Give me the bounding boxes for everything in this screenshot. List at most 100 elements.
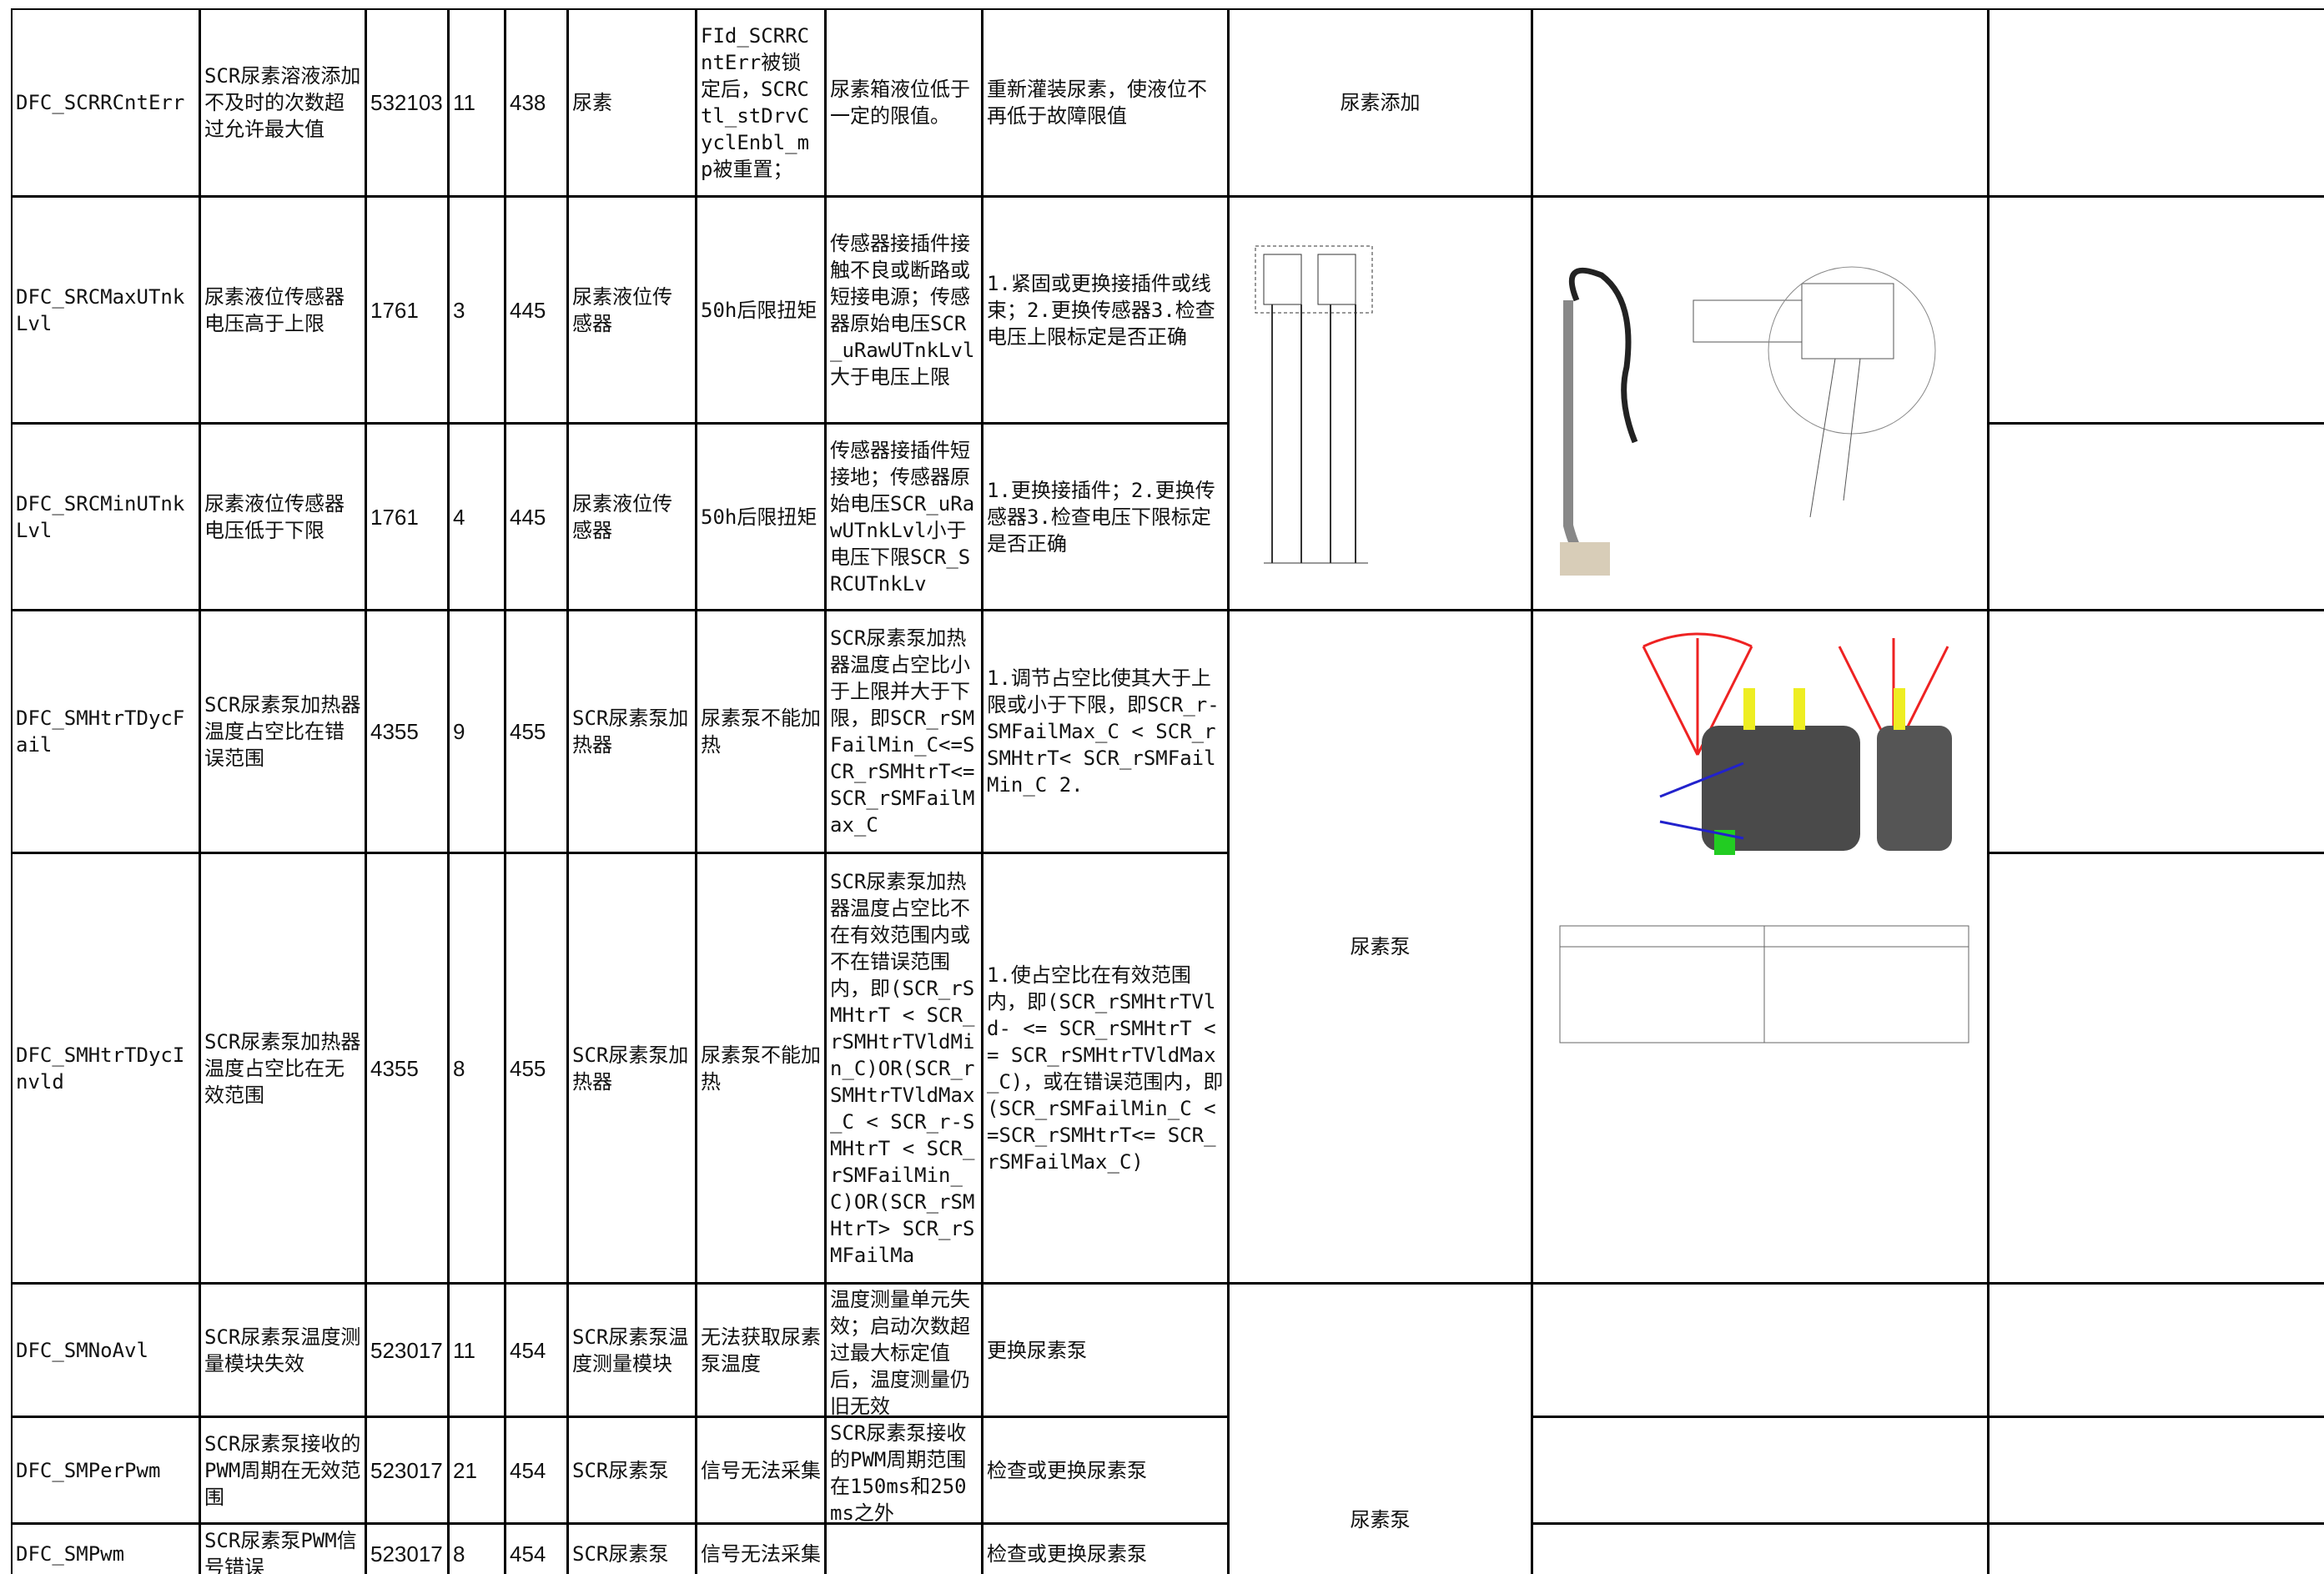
remedy: 检查或更换尿素泵: [982, 1523, 1229, 1574]
remedy: 重新灌装尿素，使液位不再低于故障限值: [982, 8, 1229, 197]
blank-cell: [1988, 196, 2324, 424]
spn: 523017: [365, 1523, 449, 1574]
sensor-diagram: [1228, 196, 1532, 611]
cell-text: 尿素液位传感器: [572, 491, 672, 542]
blank-cell: [1988, 8, 2324, 197]
effect: 无法获取尿素泵温度: [696, 1283, 826, 1417]
code: 454: [505, 1523, 568, 1574]
fault-code: DFC_SMNoAvl: [11, 1283, 200, 1417]
cell-text: 温度测量单元失效；启动次数超过最大标定值后，温度测量仍旧无效: [830, 1288, 970, 1417]
blank-cell: [1988, 1416, 2324, 1524]
description: SCR尿素泵温度测量模块失效: [199, 1283, 366, 1417]
cell-text: 尿素泵不能加热: [701, 1043, 821, 1094]
cell-text: 尿素泵不能加热: [701, 707, 821, 757]
cell-text: 1761: [370, 504, 419, 530]
effect: FId_SCRRCntErr被锁定后，SCRCtl_stDrvCyclEnbl_…: [696, 8, 826, 197]
component: 尿素液位传感器: [567, 196, 697, 424]
fault-code: DFC_SRCMinUTnkLvl: [11, 423, 200, 611]
cell-text: 9: [453, 719, 465, 744]
system: 尿素添加: [1228, 8, 1532, 197]
cell-text: SCR尿素泵加热器: [572, 707, 689, 757]
component: 尿素: [567, 8, 697, 197]
cell-text: 8: [453, 1541, 465, 1566]
cell-text: 11: [453, 90, 475, 115]
fmi: 11: [448, 1283, 506, 1417]
cause: SCR尿素泵加热器温度占空比小于上限并大于下限，即SCR_rSMFailMin_…: [825, 610, 983, 853]
cell-text: SCR尿素溶液添加不及时的次数超过允许最大值: [204, 64, 361, 141]
cell-text: DFC_SCRRCntErr: [16, 91, 185, 114]
component: 尿素液位传感器: [567, 423, 697, 611]
cell-text: 尿素液位传感器: [572, 284, 672, 335]
fmi: 9: [448, 610, 506, 853]
cell-text: 尿素添加: [1340, 91, 1421, 114]
fmi: 3: [448, 196, 506, 424]
cell-text: 重新灌装尿素，使液位不再低于故障限值: [987, 78, 1207, 128]
system: 尿素泵: [1228, 1283, 1532, 1574]
component: SCR尿素泵加热器: [567, 852, 697, 1284]
component: SCR尿素泵温度测量模块: [567, 1283, 697, 1417]
sensor-image: [1560, 266, 1936, 576]
cell-text: DFC_SMHtrTDycInvld: [16, 1043, 185, 1094]
blank-cell: [1988, 1523, 2324, 1574]
cell-text: 尿素液位传感器电压高于上限: [204, 284, 345, 335]
cause: SCR尿素泵加热器温度占空比不在有效范围内或不在错误范围内，即(SCR_rSMH…: [825, 852, 983, 1284]
cell-text: 1.调节占空比使其大于上限或小于下限，即SCR_r-SMFailMax_C < …: [987, 666, 1220, 797]
code: 445: [505, 423, 568, 611]
cell-text: 更换尿素泵: [987, 1338, 1087, 1362]
cell-text: 传感器接插件短接地；传感器原始电压SCR_uRawUTnkLvl小于电压下限SC…: [830, 438, 975, 596]
cell-text: 454: [510, 1337, 546, 1363]
cell-text: DFC_SMPwm: [16, 1542, 125, 1566]
pump-image: [1559, 632, 1969, 1043]
system: 尿素泵: [1228, 610, 1532, 1284]
cell-text: 445: [510, 297, 546, 323]
remedy: 1.调节占空比使其大于上限或小于下限，即SCR_r-SMFailMax_C < …: [982, 610, 1229, 853]
cell-text: 21: [453, 1457, 477, 1483]
cause: 传感器接插件短接地；传感器原始电压SCR_uRawUTnkLvl小于电压下限SC…: [825, 423, 983, 611]
cell-text: SCR尿素泵PWM信号错误: [204, 1529, 357, 1574]
cell-text: SCR尿素泵: [572, 1458, 669, 1482]
spn: 4355: [365, 852, 449, 1284]
cell-text: 454: [510, 1457, 546, 1483]
cell-text: SCR尿素泵加热器温度占空比在错误范围: [204, 693, 361, 770]
cell-text: SCR尿素泵加热器温度占空比小于上限并大于下限，即SCR_rSMFailMin_…: [830, 626, 975, 837]
cell-text: 4355: [370, 719, 419, 744]
fault-code: DFC_SMHtrTDycInvld: [11, 852, 200, 1284]
effect: 信号无法采集: [696, 1416, 826, 1524]
description: SCR尿素泵加热器温度占空比在无效范围: [199, 852, 366, 1284]
cell-text: 11: [453, 1337, 475, 1363]
cell-text: 523017: [370, 1541, 443, 1566]
cell-text: 尿素箱液位低于一定的限值。: [830, 78, 970, 128]
component: SCR尿素泵: [567, 1523, 697, 1574]
component: SCR尿素泵: [567, 1416, 697, 1524]
effect: 尿素泵不能加热: [696, 610, 826, 853]
cell-text: 50h后限扭矩: [701, 298, 817, 322]
fmi: 21: [448, 1416, 506, 1524]
fmi: 4: [448, 423, 506, 611]
fault-code: DFC_SCRRCntErr: [11, 8, 200, 197]
fmi: 8: [448, 852, 506, 1284]
description: SCR尿素泵接收的PWM周期在无效范围: [199, 1416, 366, 1524]
cause: SCR尿素泵接收的PWM周期范围在150ms和250ms之外: [825, 1416, 983, 1524]
wiring-drawing: [1255, 245, 1373, 564]
spn: 4355: [365, 610, 449, 853]
image-cell: [1532, 1283, 1989, 1417]
component: SCR尿素泵加热器: [567, 610, 697, 853]
sensor-photo: [1532, 196, 1989, 611]
remedy: 1.紧固或更换接插件或线束；2.更换传感器3.检查电压上限标定是否正确: [982, 196, 1229, 424]
description: 尿素液位传感器电压高于上限: [199, 196, 366, 424]
spn: 532103: [365, 8, 449, 197]
effect: 尿素泵不能加热: [696, 852, 826, 1284]
cell-text: DFC_SRCMaxUTnkLvl: [16, 284, 185, 335]
effect: 50h后限扭矩: [696, 423, 826, 611]
remedy: 1.更换接插件；2.更换传感器3.检查电压下限标定是否正确: [982, 423, 1229, 611]
fault-code: DFC_SMHtrTDycFail: [11, 610, 200, 853]
cell-text: SCR尿素泵加热器温度占空比不在有效范围内或不在错误范围内，即(SCR_rSMH…: [830, 869, 975, 1267]
cell-text: 尿素液位传感器电压低于下限: [204, 491, 345, 542]
cell-text: 438: [510, 90, 546, 115]
cell-text: 532103: [370, 90, 443, 115]
cell-text: DFC_SMHtrTDycFail: [16, 707, 185, 757]
code: 438: [505, 8, 568, 197]
cell-text: SCR尿素泵温度测量模块失效: [204, 1325, 361, 1375]
blank-cell: [1988, 852, 2324, 1284]
spn: 1761: [365, 196, 449, 424]
